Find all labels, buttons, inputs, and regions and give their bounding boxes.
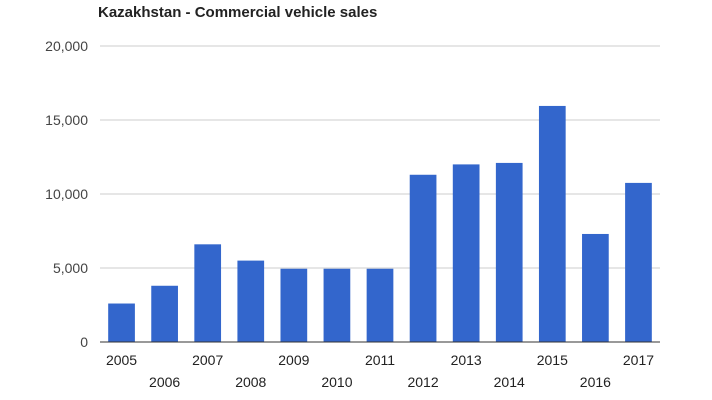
- bar-2010: [323, 268, 351, 342]
- x-tick-label: 2011: [365, 352, 395, 368]
- bar-2009: [280, 268, 308, 342]
- x-tick-label: 2014: [494, 374, 525, 390]
- y-axis-tick-labels: 0 5,000 10,000 15,000 20,000: [45, 38, 88, 350]
- x-tick-label: 2005: [106, 352, 137, 368]
- bar-2013: [452, 164, 480, 342]
- x-tick-label: 2017: [623, 352, 654, 368]
- x-tick-label: 2015: [537, 352, 568, 368]
- x-tick-label: 2008: [235, 374, 266, 390]
- y-tick-label: 15,000: [45, 112, 88, 128]
- x-tick-label: 2013: [451, 352, 482, 368]
- x-tick-label: 2006: [149, 374, 180, 390]
- y-tick-label: 10,000: [45, 186, 88, 202]
- bar-2006: [151, 285, 178, 342]
- bar-2016: [582, 233, 609, 342]
- bar-2008: [237, 260, 265, 342]
- x-tick-label: 2009: [278, 352, 309, 368]
- gridlines: [100, 45, 660, 269]
- bar-2012: [409, 174, 437, 342]
- y-tick-label: 5,000: [53, 260, 88, 276]
- x-tick-label: 2016: [580, 374, 611, 390]
- x-axis-tick-labels: 2005 2006 2007 2008 2009 2010 2011 2012 2013 2014…: [106, 352, 654, 390]
- x-tick-label: 2012: [407, 374, 438, 390]
- y-tick-label: 0: [80, 334, 88, 350]
- bar-2007: [194, 244, 222, 342]
- bar-2005: [108, 303, 135, 342]
- bar-2015: [538, 105, 566, 342]
- bar-2017: [625, 182, 652, 342]
- y-tick-label: 20,000: [45, 38, 88, 54]
- bars: [108, 105, 652, 342]
- bar-2011: [366, 268, 394, 342]
- bar-2014: [495, 162, 523, 342]
- x-tick-label: 2010: [321, 374, 352, 390]
- chart-title: Kazakhstan - Commercial vehicle sales: [98, 4, 378, 21]
- x-tick-label: 2007: [192, 352, 223, 368]
